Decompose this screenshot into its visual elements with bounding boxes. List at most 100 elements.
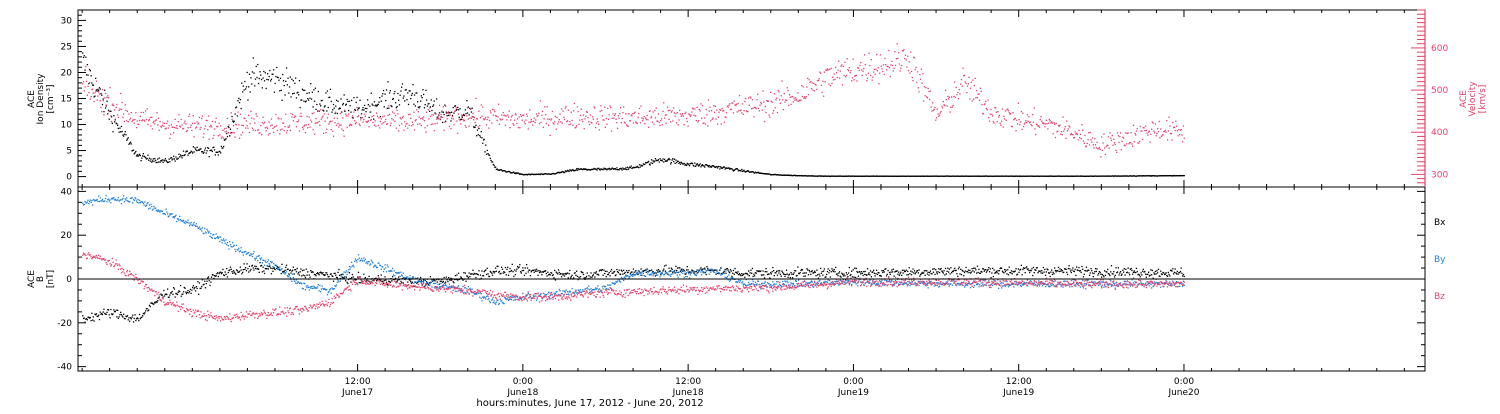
top-point	[421, 117, 423, 119]
top-point	[966, 92, 968, 94]
bottom-point	[192, 286, 194, 289]
top-point	[952, 175, 954, 177]
top-point	[623, 168, 626, 170]
bottom-point	[463, 291, 465, 294]
top-point	[882, 70, 884, 73]
bottom-point	[107, 198, 110, 200]
bottom-point	[218, 272, 220, 275]
top-point	[723, 121, 725, 123]
top-point	[976, 96, 979, 99]
top-point	[445, 120, 447, 122]
top-point	[899, 175, 901, 177]
top-point	[590, 121, 592, 123]
top-point	[189, 126, 191, 128]
bottom-point	[186, 291, 188, 294]
top-point	[254, 85, 256, 87]
bottom-point	[202, 284, 204, 286]
bottom-point	[269, 264, 271, 266]
bottom-point	[190, 292, 192, 294]
top-point	[976, 89, 978, 92]
top-point	[608, 114, 610, 116]
top-point	[815, 84, 817, 86]
top-point	[1102, 142, 1104, 144]
top-point	[110, 116, 113, 118]
top-point	[682, 163, 684, 165]
top-point	[364, 107, 366, 110]
bottom-point	[618, 269, 620, 271]
top-point	[193, 151, 195, 153]
top-point	[380, 118, 382, 120]
top-point	[611, 117, 613, 119]
bottom-point	[737, 271, 739, 273]
bottom-point	[548, 296, 551, 299]
bottom-point	[762, 270, 764, 272]
top-point	[312, 106, 314, 108]
top-point	[160, 126, 163, 128]
top-point	[310, 98, 313, 100]
bottom-point	[904, 270, 907, 272]
top-point	[885, 69, 888, 71]
top-point	[402, 97, 404, 99]
top-point	[848, 175, 850, 177]
bottom-point	[387, 284, 389, 286]
bottom-point	[263, 264, 266, 266]
bottom-point	[88, 317, 91, 319]
top-point	[438, 104, 441, 107]
bottom-point	[1038, 270, 1040, 272]
bottom-point	[866, 268, 869, 270]
top-point	[553, 173, 555, 175]
bottom-point	[83, 317, 85, 319]
bottom-point	[677, 271, 679, 274]
top-point	[433, 100, 435, 102]
top-point	[877, 67, 879, 69]
top-point	[566, 170, 568, 172]
top-point	[857, 67, 860, 69]
top-point	[339, 112, 341, 115]
bottom-point	[1026, 266, 1028, 268]
bottom-point	[612, 272, 614, 274]
bottom-point	[607, 274, 609, 276]
top-point	[772, 174, 774, 176]
top-point	[398, 104, 401, 106]
top-point	[657, 113, 660, 115]
top-point	[270, 118, 273, 120]
top-point	[285, 113, 287, 115]
top-point	[427, 103, 429, 105]
bottom-point	[203, 283, 205, 286]
bottom-point	[235, 250, 237, 253]
bottom-point	[713, 269, 715, 271]
bottom-point	[776, 274, 779, 276]
bottom-point	[109, 199, 111, 201]
top-point	[843, 175, 845, 177]
bottom-point	[841, 273, 844, 275]
top-point	[1085, 175, 1087, 177]
top-point	[1163, 130, 1166, 133]
top-point	[280, 89, 282, 91]
top-point	[686, 120, 688, 123]
top-point	[298, 94, 300, 96]
top-point	[893, 67, 895, 69]
bottom-point	[208, 280, 210, 282]
top-point	[117, 124, 119, 126]
top-point	[353, 111, 355, 113]
top-point	[865, 74, 867, 76]
top-point	[651, 162, 654, 164]
top-point	[1071, 134, 1073, 136]
bottom-point	[282, 272, 285, 274]
top-point	[448, 112, 451, 114]
top-point	[571, 119, 573, 122]
top-point	[913, 57, 916, 59]
top-point	[351, 115, 354, 117]
top-point	[606, 169, 608, 171]
top-point	[494, 166, 496, 168]
top-point	[1007, 175, 1010, 177]
top-point	[1029, 122, 1031, 124]
top-point	[409, 113, 411, 116]
bottom-point	[285, 272, 287, 274]
top-point	[1066, 175, 1069, 177]
bottom-point	[254, 257, 256, 260]
top-point	[889, 175, 891, 177]
top-point	[923, 86, 925, 88]
bottom-point	[1077, 269, 1079, 272]
top-point	[194, 122, 196, 124]
